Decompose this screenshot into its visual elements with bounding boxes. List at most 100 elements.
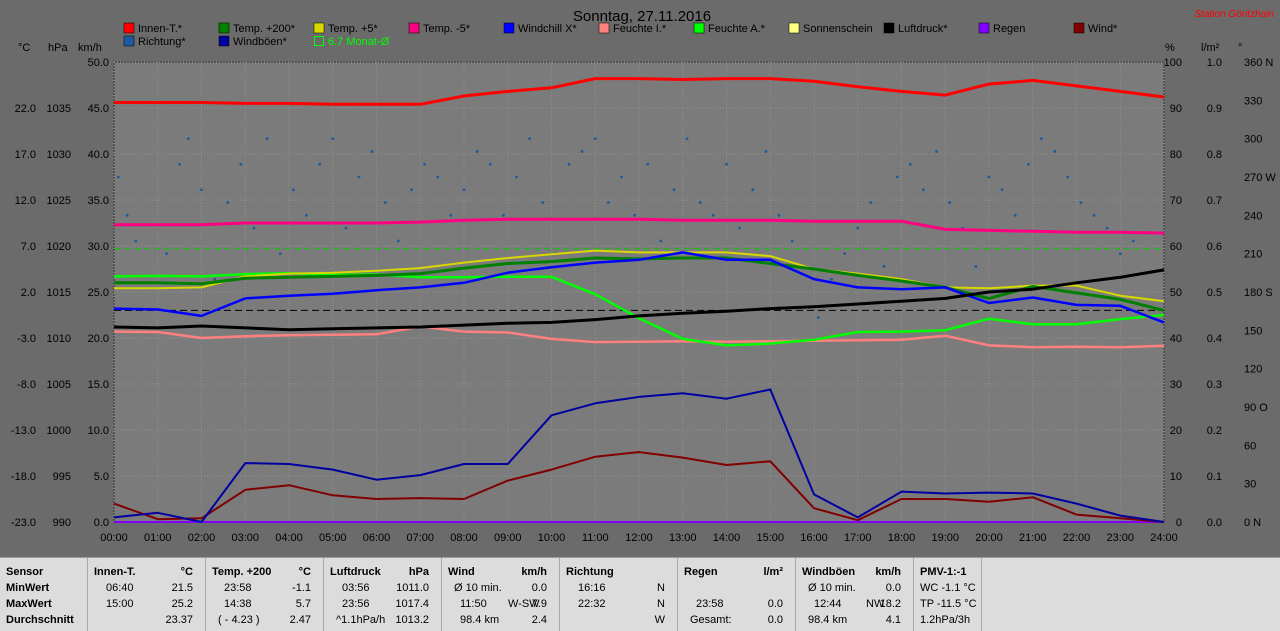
wind-tick-label: 50.0 (88, 57, 109, 69)
stats-regen-total-value: 0.0 (767, 614, 783, 626)
legend-item: Feuchte I.* (598, 22, 667, 35)
direction-point (134, 239, 138, 243)
series-line-temp-5 (114, 249, 1165, 303)
direction-point (948, 201, 952, 204)
stats-regen-header: Regen (684, 566, 718, 578)
pressure-tick-label: 995 (53, 471, 71, 483)
stats-regen-max-value: 0.0 (767, 598, 783, 610)
reference-lines (114, 248, 1164, 311)
direction-point (606, 201, 610, 204)
humidity-tick-label: 50 (1170, 287, 1182, 299)
axis-unit-percent: % (1165, 42, 1175, 54)
time-tick-label: 03:00 (231, 532, 259, 544)
direction-point (200, 188, 203, 192)
stats-boeen-max-direction: NW (866, 598, 885, 610)
stats-pmv-pressure-trend: 1.2hPa/3h (920, 614, 971, 626)
stats-pmv-header: PMV-1:-1 (920, 566, 967, 578)
legend-item: Regen (978, 22, 1025, 35)
direction-point (1053, 150, 1057, 153)
direction-point (125, 213, 129, 217)
time-tick-label: 09:00 (494, 532, 522, 544)
legend-swatch (408, 22, 420, 34)
direction-point (777, 213, 781, 217)
stats-temp200-header: Temp. +200 (212, 566, 272, 578)
direction-point (423, 162, 427, 166)
stats-max-label: MaxWert (6, 598, 52, 610)
legend-label: Sonnenschein (803, 23, 873, 35)
stats-luftdruck-header: Luftdruck (330, 566, 381, 578)
direction-point (488, 162, 492, 166)
pressure-tick-label: 1025 (47, 195, 71, 207)
stats-richtung-max-value: N (657, 598, 665, 610)
direction-tick-label: 210 (1244, 249, 1262, 261)
time-tick-label: 15:00 (756, 532, 784, 544)
time-tick-label: 19:00 (931, 532, 959, 544)
direction-point (165, 252, 168, 256)
legend-label: Windböen* (233, 36, 288, 48)
direction-point (501, 213, 505, 217)
direction-point (633, 213, 637, 217)
time-tick-label: 05:00 (319, 532, 347, 544)
stats-regen-unit: l/m² (763, 566, 783, 578)
direction-point (908, 162, 912, 166)
axis-unit-degree: ° (1238, 42, 1242, 54)
pressure-tick-label: 1030 (47, 149, 71, 161)
stats-innen-header: Innen-T. (94, 566, 136, 578)
direction-point (396, 239, 400, 243)
stats-wind-unit: km/h (521, 566, 547, 578)
direction-point (698, 201, 702, 204)
stats-luftdruck-max-time: 23:56 (342, 598, 370, 610)
axis-unit-rain: l/m² (1201, 42, 1220, 54)
pressure-tick-label: 1000 (47, 425, 71, 437)
direction-point (383, 201, 387, 204)
temp-tick-label: -13.0 (11, 425, 36, 437)
stats-richtung-column: Richtung 16:16 N 22:32 N W (560, 558, 678, 631)
stats-min-label: MinWert (6, 582, 50, 594)
wind-tick-label: 20.0 (88, 333, 109, 345)
direction-point (882, 265, 886, 268)
legend-swatch (123, 35, 135, 47)
series-line-luftdruck (113, 268, 1165, 332)
series-line-temp-5 (114, 217, 1165, 235)
stats-temp200-min-time: 23:58 (224, 582, 252, 594)
axes: 22.0 17.0 12.0 7.0 2.0 -3.0 -8.0 -13.0 -18.0 -23.… (11, 57, 1276, 544)
rain-tick-label: 0.0 (1207, 517, 1222, 529)
legend-swatch (978, 22, 990, 34)
series-line-windchill-x (113, 251, 1165, 324)
direction-point (1131, 239, 1135, 243)
legend-swatch (123, 22, 135, 34)
humidity-tick-label: 90 (1170, 103, 1182, 115)
direction-point (725, 162, 728, 166)
legend: Innen-T.* Temp. +200* Temp. +5* Temp. -5* Wi… (123, 22, 1118, 48)
legend-label: Feuchte A.* (708, 23, 766, 35)
legend-label: Feuchte I.* (613, 23, 667, 35)
direction-tick-label: 120 (1244, 364, 1262, 376)
time-tick-label: 10:00 (538, 532, 566, 544)
legend-label: Richtung* (138, 36, 186, 48)
series-line-innen-t (114, 77, 1165, 106)
stats-temp200-min-value: -1.1 (292, 582, 311, 594)
direction-tick-label: 150 (1244, 325, 1262, 337)
legend-item: Innen-T.* (123, 22, 183, 35)
legend-swatch (598, 22, 610, 34)
axis-unit-hpa: hPa (48, 42, 68, 54)
temp-tick-label: -18.0 (11, 471, 36, 483)
stats-avg-label: Durchschnitt (6, 614, 74, 626)
stats-boeen-avg-value: 4.1 (885, 614, 901, 626)
legend-item: Temp. -5* (408, 22, 471, 35)
wind-tick-label: 15.0 (88, 379, 109, 391)
rain-tick-label: 0.5 (1207, 287, 1222, 299)
legend-item: Richtung* (123, 35, 186, 48)
direction-tick-label: 330 (1244, 95, 1262, 107)
direction-point (987, 175, 991, 179)
legend-label: Temp. +5* (328, 23, 379, 35)
time-tick-label: 14:00 (713, 532, 741, 544)
direction-point (1026, 162, 1030, 166)
chart-title: Sonntag, 27.11.2016 (573, 8, 711, 25)
direction-point (764, 150, 768, 153)
legend-label: Wind* (1088, 23, 1118, 35)
stats-pmv-windchill: WC -1.1 °C (920, 582, 976, 594)
time-tick-label: 23:00 (1106, 532, 1134, 544)
direction-tick-label: 360 N (1244, 57, 1273, 69)
stats-wind-max-time: 11:50 (460, 598, 487, 610)
